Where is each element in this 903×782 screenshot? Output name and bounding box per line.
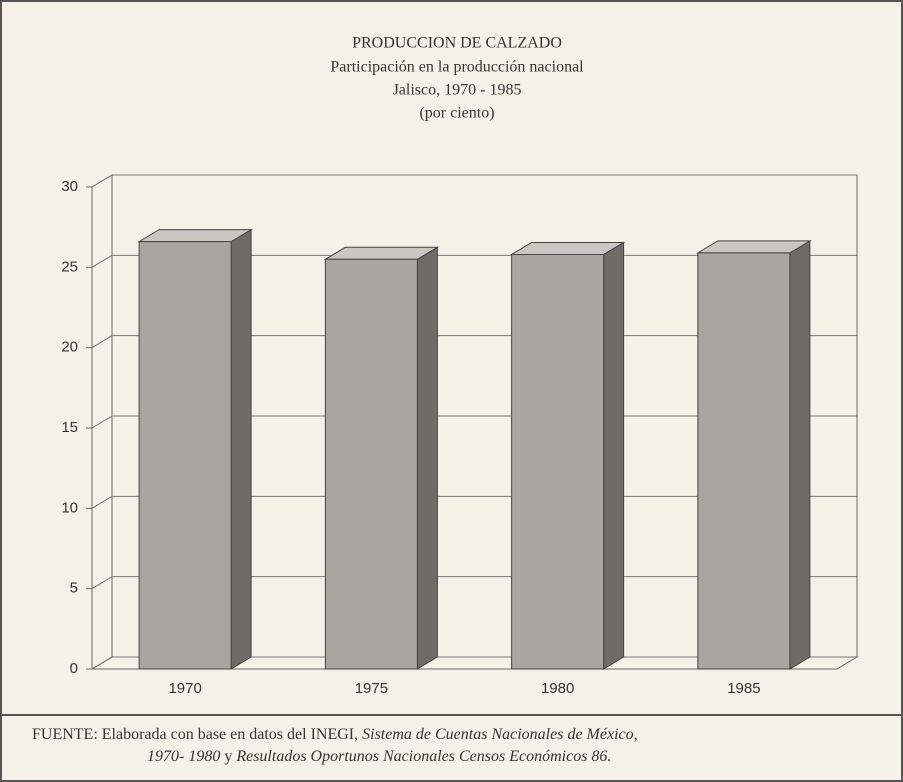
source-text: FUENTE: Elaborada con base en datos del … — [32, 726, 359, 743]
subtitle: (por ciento) — [419, 105, 494, 122]
grid-line — [91, 335, 113, 349]
grid-line — [91, 254, 113, 268]
source-text: Sistema de Cuentas Nacionales de México, — [362, 726, 638, 743]
bar-side — [603, 241, 625, 670]
subtitle: Participación en la producción nacional — [330, 59, 584, 76]
bar-top — [696, 240, 812, 254]
y-tick-label: 5 — [70, 580, 78, 597]
bar-top — [323, 246, 440, 260]
y-tick-label: 10 — [61, 499, 78, 516]
bar — [509, 241, 626, 670]
bar-top — [509, 241, 626, 255]
source-text: y — [224, 748, 233, 765]
grid-line — [91, 495, 113, 509]
chart: PRODUCCION DE CALZADO Participación en l… — [61, 35, 859, 697]
bar-front — [511, 253, 605, 670]
grid-line — [91, 576, 113, 590]
y-tick-label: 25 — [61, 258, 78, 275]
grid-line — [91, 174, 113, 188]
y-tick-label: 0 — [70, 660, 78, 677]
bar — [137, 228, 253, 670]
grid-line — [91, 656, 113, 670]
bar-side — [789, 239, 811, 670]
chart-title: PRODUCCION DE CALZADO — [352, 35, 562, 52]
source-text: 1970- 1980 — [147, 748, 221, 765]
bar-side — [416, 246, 438, 670]
x-tick-label: 1985 — [727, 680, 760, 697]
y-tick-label: 15 — [61, 419, 78, 436]
bar — [696, 239, 812, 670]
grid-line — [91, 415, 113, 429]
x-tick-label: 1975 — [355, 680, 388, 697]
x-tick-label: 1980 — [541, 680, 574, 697]
bar — [323, 246, 440, 670]
bar-front — [697, 252, 791, 670]
bar-top — [137, 229, 253, 243]
source-note: FUENTE: Elaborada con base en datos del … — [2, 714, 901, 768]
x-tick-label: 1970 — [168, 680, 201, 697]
bar-front — [324, 258, 418, 670]
bar-side — [230, 228, 252, 670]
y-tick-label: 30 — [61, 178, 78, 195]
source-text: Resultados Oportunos Nacionales Censos E… — [236, 748, 612, 765]
subtitle: Jalisco, 1970 - 1985 — [393, 82, 522, 99]
y-tick-label: 20 — [61, 339, 78, 356]
bar-front — [138, 241, 232, 670]
